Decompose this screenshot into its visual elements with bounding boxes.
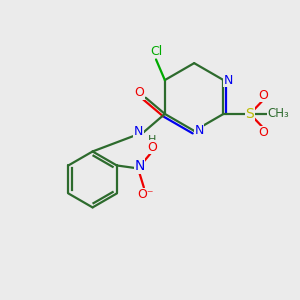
Text: O: O: [258, 126, 268, 139]
Text: Cl: Cl: [150, 45, 162, 58]
Text: N: N: [134, 125, 143, 138]
Text: S: S: [246, 107, 254, 121]
Text: O: O: [147, 141, 157, 154]
Text: CH₃: CH₃: [268, 107, 290, 120]
Text: O: O: [134, 86, 144, 99]
Text: N: N: [194, 124, 204, 137]
Text: N: N: [224, 74, 233, 87]
Text: H: H: [148, 135, 156, 146]
Text: O⁻: O⁻: [137, 188, 154, 201]
Text: N: N: [134, 159, 145, 173]
Text: O: O: [258, 88, 268, 102]
